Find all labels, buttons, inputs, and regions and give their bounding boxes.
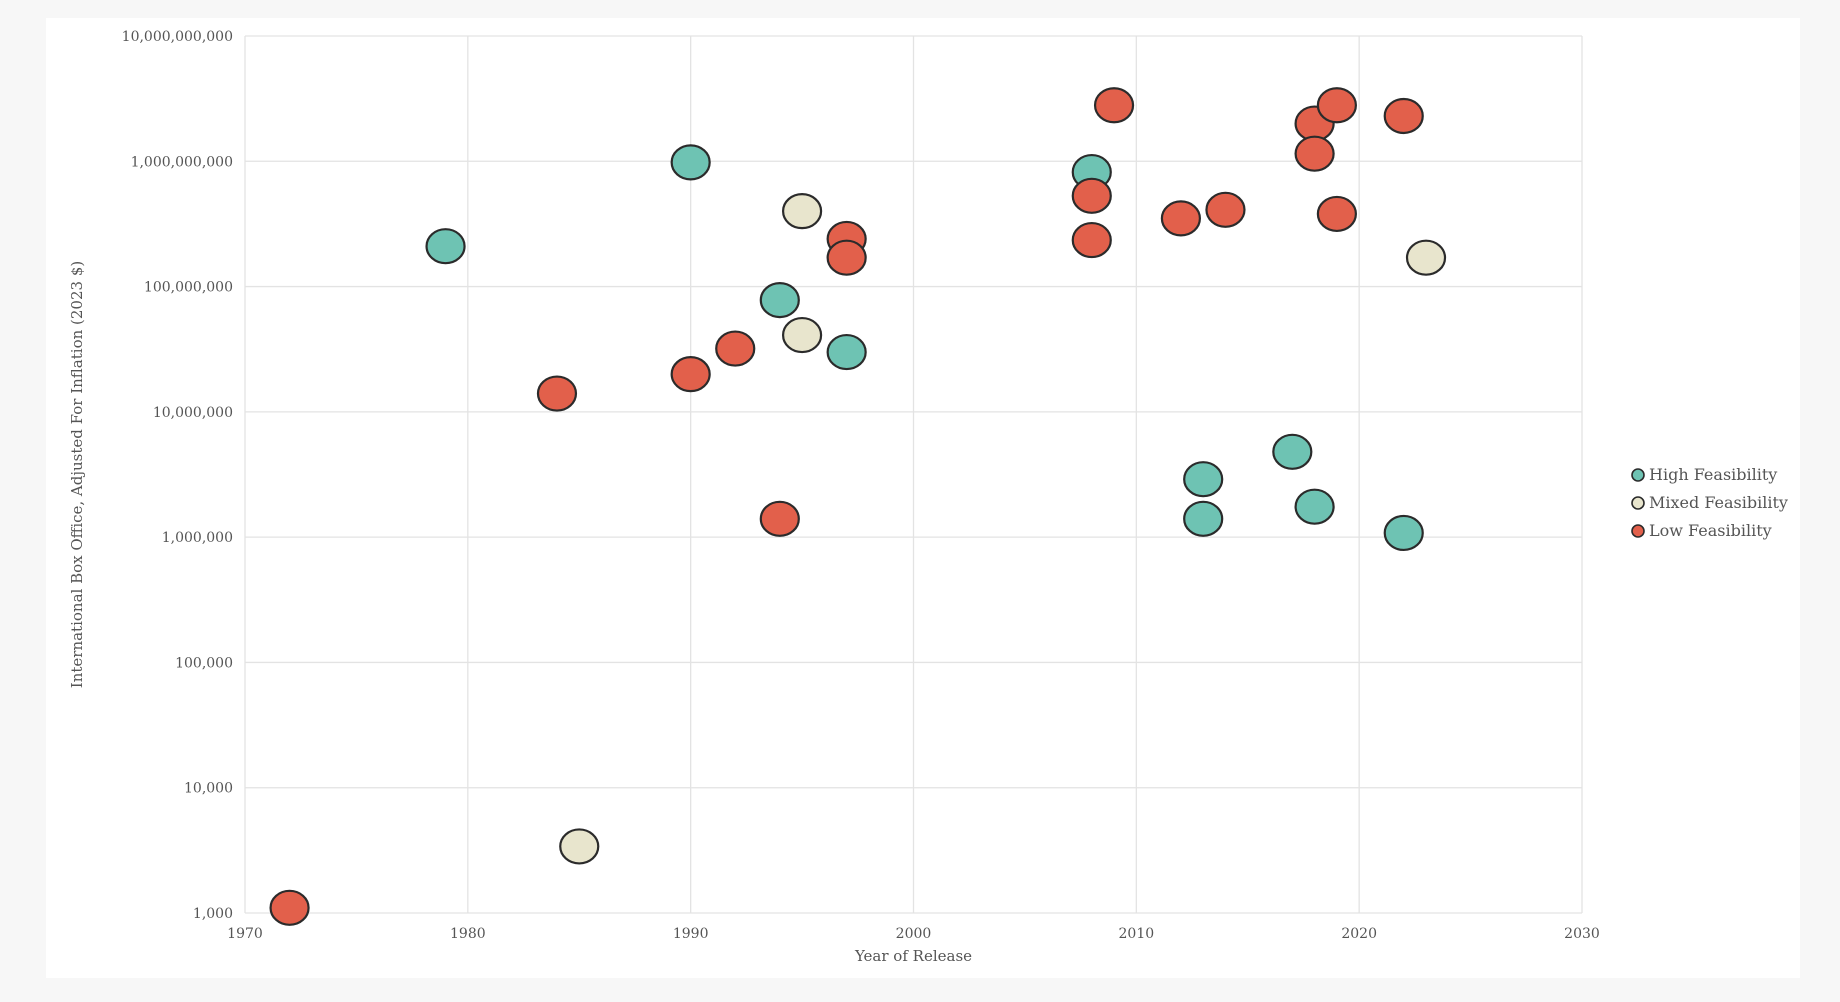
x-tick-label: 2020 <box>1341 926 1377 942</box>
data-point-low-feasibility <box>670 356 711 393</box>
data-point-high-feasibility <box>1272 433 1313 470</box>
data-point-mixed-feasibility <box>559 828 600 865</box>
y-tick-label: 100,000 <box>175 655 233 671</box>
data-point-low-feasibility <box>759 500 800 537</box>
data-points <box>269 87 1447 926</box>
data-point-high-feasibility <box>759 281 800 319</box>
y-axis-ticks: 1,000 10,000 100,000 1,000,000 10,000,000 100… <box>122 29 233 922</box>
x-tick-label: 1990 <box>673 926 709 942</box>
data-point-low-feasibility <box>715 330 756 367</box>
legend-label-low-feasibility: Low Feasibility <box>1649 521 1772 540</box>
legend-label-high-feasibility: High Feasibility <box>1649 465 1777 484</box>
y-tick-label: 1,000,000 <box>162 530 233 546</box>
data-point-low-feasibility <box>1093 87 1135 124</box>
data-point-low-feasibility <box>1071 221 1112 259</box>
y-axis-title: International Box Office, Adjusted For I… <box>68 261 86 688</box>
data-point-low-feasibility <box>1316 87 1357 124</box>
data-point-low-feasibility <box>1071 177 1112 214</box>
grid <box>244 35 1583 914</box>
y-tick-label: 1,000 <box>193 906 233 922</box>
legend-marker-mixed-feasibility <box>1631 496 1645 510</box>
data-point-low-feasibility <box>1205 191 1246 228</box>
legend-marker-high-feasibility <box>1631 468 1645 482</box>
data-point-low-feasibility <box>1383 97 1424 135</box>
data-point-low-feasibility <box>536 375 578 412</box>
x-tick-label: 2010 <box>1119 926 1155 942</box>
x-tick-label: 1980 <box>450 926 486 942</box>
legend-label-mixed-feasibility: Mixed Feasibility <box>1649 493 1788 512</box>
data-point-mixed-feasibility <box>781 193 823 230</box>
data-point-mixed-feasibility <box>1405 239 1447 276</box>
data-point-high-feasibility <box>826 333 867 371</box>
scatter-chart: 1970 1980 1990 2000 2010 2020 2030 1,000 10,000… <box>68 29 1788 965</box>
data-point-mixed-feasibility <box>781 316 823 354</box>
x-axis-ticks: 1970 1980 1990 2000 2010 2020 2030 <box>227 926 1600 942</box>
legend: High Feasibility Mixed Feasibility Low Fea… <box>1631 465 1788 540</box>
data-point-low-feasibility <box>1160 200 1202 237</box>
x-axis-title: Year of Release <box>854 947 972 965</box>
y-tick-label: 10,000 <box>184 781 233 797</box>
data-point-low-feasibility <box>269 889 310 926</box>
data-point-high-feasibility <box>1183 500 1224 537</box>
data-point-high-feasibility <box>670 144 711 181</box>
x-tick-label: 2030 <box>1564 926 1600 942</box>
y-tick-label: 100,000,000 <box>144 280 233 296</box>
x-tick-label: 1970 <box>227 926 263 942</box>
y-tick-label: 10,000,000,000 <box>122 29 233 45</box>
y-tick-label: 1,000,000,000 <box>131 154 233 170</box>
data-point-low-feasibility <box>826 239 867 276</box>
data-point-high-feasibility <box>1383 514 1424 552</box>
data-point-low-feasibility <box>1316 195 1357 233</box>
data-point-high-feasibility <box>1294 488 1335 525</box>
data-point-high-feasibility <box>425 228 466 265</box>
data-point-high-feasibility <box>1183 461 1224 498</box>
legend-marker-low-feasibility <box>1631 524 1645 538</box>
data-point-low-feasibility <box>1294 135 1335 172</box>
y-tick-label: 10,000,000 <box>153 405 233 421</box>
chart-panel: 1970 1980 1990 2000 2010 2020 2030 1,000 10,000… <box>46 18 1800 978</box>
x-tick-label: 2000 <box>896 926 932 942</box>
